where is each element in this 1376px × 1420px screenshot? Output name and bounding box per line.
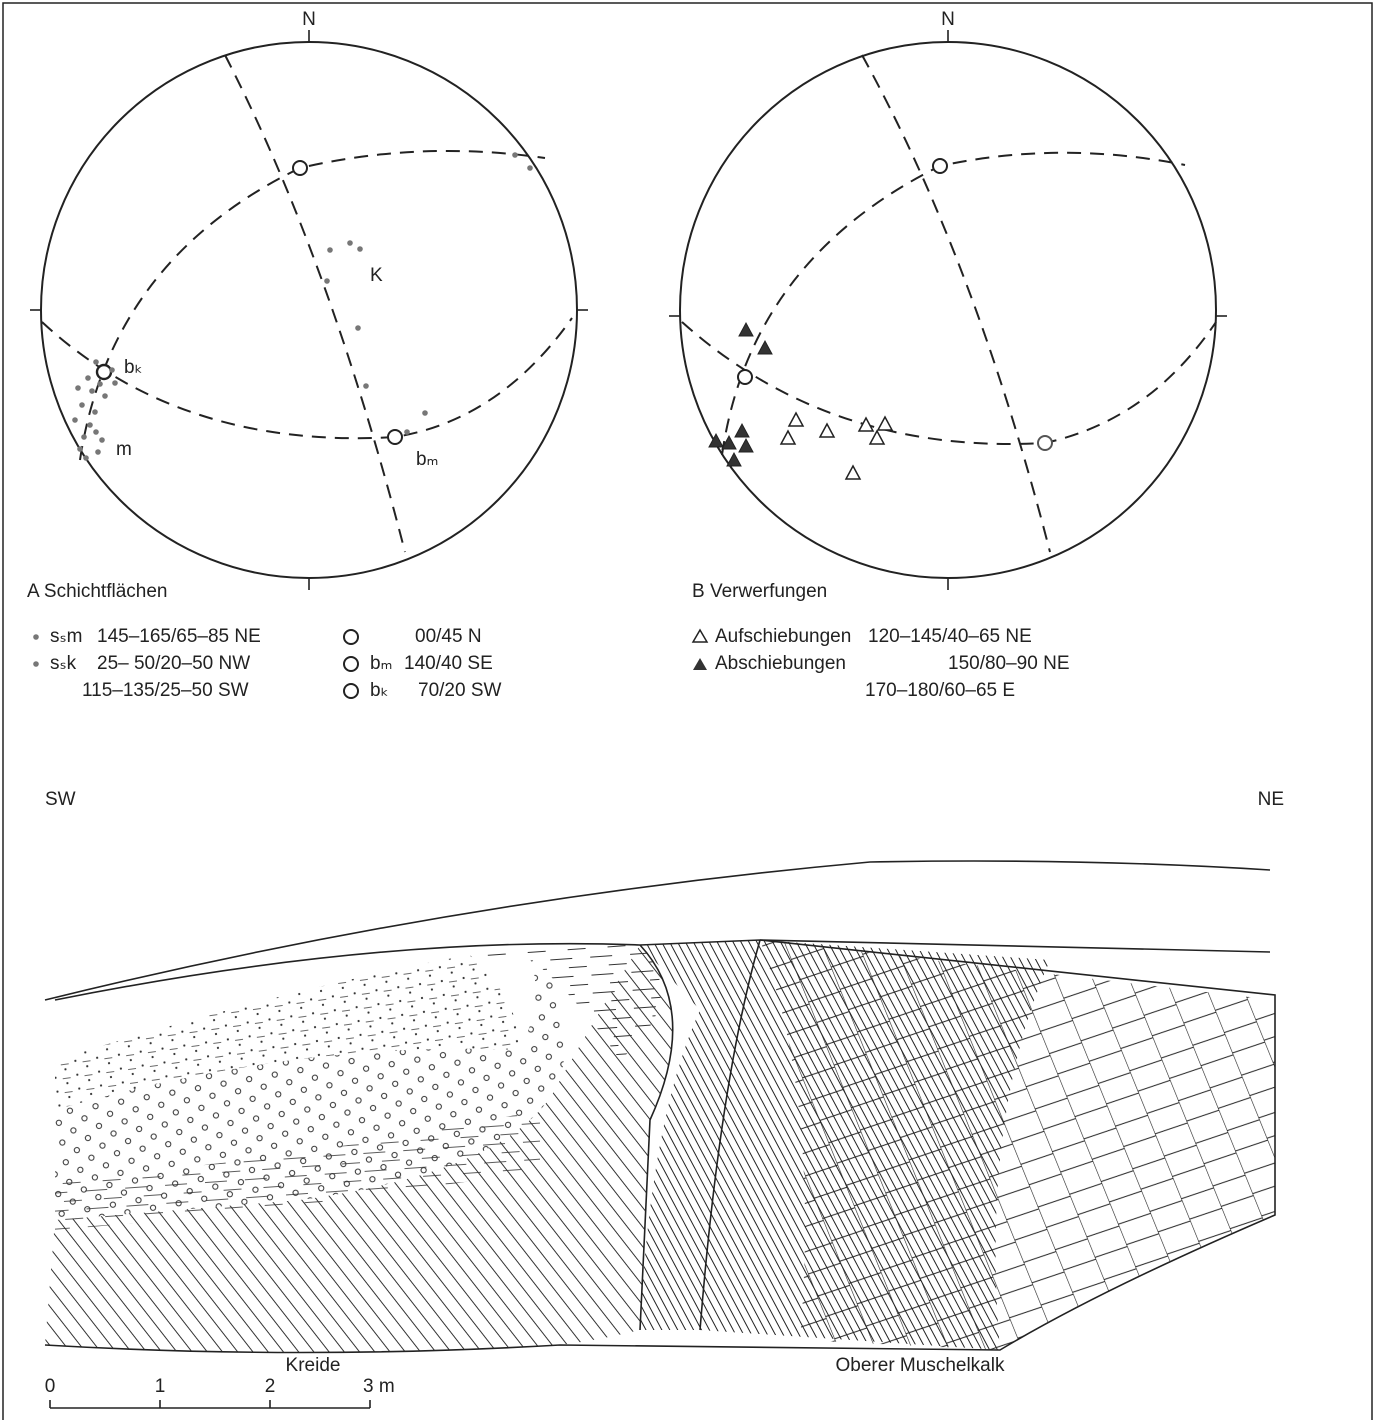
point — [95, 449, 101, 455]
label: K — [370, 265, 383, 286]
pole — [388, 430, 402, 444]
legend-symbol: Aufschiebungen — [715, 626, 851, 647]
open-triangle — [878, 417, 892, 430]
legend-symbol: bₘ — [370, 653, 392, 674]
open-triangle — [820, 424, 834, 437]
point — [93, 359, 99, 365]
cross-section: SW NE Kreide Oberer Muschelkalk 0 1 2 3 … — [45, 789, 1284, 1408]
direction-label: NE — [1258, 789, 1284, 810]
legend-text: 145–165/65–85 NE — [97, 626, 261, 647]
point — [89, 388, 95, 394]
net-circle — [41, 42, 577, 578]
scale-label: 2 — [265, 1376, 276, 1397]
label: bₖ — [124, 357, 143, 378]
point — [109, 367, 115, 373]
scale-label: 0 — [45, 1376, 56, 1397]
point — [357, 246, 363, 252]
label: bₘ — [416, 449, 438, 470]
great-circle — [225, 55, 405, 552]
points — [72, 152, 533, 461]
legend-circle — [344, 657, 358, 671]
filled-triangle — [739, 323, 753, 336]
point — [324, 278, 330, 284]
point — [363, 383, 369, 389]
legend-dot — [33, 634, 39, 640]
legend-text: 120–145/40–65 NE — [868, 626, 1032, 647]
point — [99, 437, 105, 443]
legend-triangle — [693, 658, 707, 670]
stereonet-a: N K bₖ m bₘ — [30, 9, 588, 590]
point — [97, 381, 103, 387]
point — [355, 325, 361, 331]
figure: N K bₖ m bₘ A Schichtflächen sₛm 145–165… — [0, 0, 1376, 1420]
legend-text: 115–135/25–50 SW — [82, 680, 249, 701]
point — [527, 165, 533, 171]
point — [112, 380, 118, 386]
open-triangle — [789, 413, 803, 426]
great-circle — [80, 151, 545, 460]
direction-label: SW — [45, 789, 76, 810]
limestone-beds — [760, 940, 1275, 1350]
scale-label: 1 — [155, 1376, 166, 1397]
pole — [97, 365, 111, 379]
legend-text: 00/45 N — [415, 626, 482, 647]
pole — [1038, 436, 1052, 450]
filled-triangle — [758, 341, 772, 354]
legend-text: 25– 50/20–50 NW — [97, 653, 250, 674]
point — [92, 409, 98, 415]
unit-label: Kreide — [286, 1355, 341, 1376]
legend-symbol: Abschiebungen — [715, 653, 846, 674]
stereonet-b: N — [669, 9, 1227, 590]
caption: A Schichtflächen — [27, 581, 167, 602]
point — [83, 455, 89, 461]
point — [75, 385, 81, 391]
legend-symbol: bₖ — [370, 680, 389, 701]
legend-symbol: sₛm — [50, 626, 82, 647]
filled-triangle — [727, 453, 741, 466]
point — [512, 152, 518, 158]
point — [81, 434, 87, 440]
point — [327, 247, 333, 253]
pole — [738, 370, 752, 384]
point — [404, 429, 410, 435]
north-label: N — [302, 9, 316, 30]
legend-symbol: sₛk — [50, 653, 77, 674]
great-circle — [682, 322, 1216, 444]
caption: B Verwerfungen — [692, 581, 827, 602]
point — [77, 446, 83, 452]
open-triangle — [846, 466, 860, 479]
unit-label: Oberer Muschelkalk — [836, 1355, 1005, 1376]
label: m — [116, 439, 132, 460]
legend-text: 70/20 SW — [418, 680, 501, 701]
point — [87, 422, 93, 428]
open-triangle — [870, 431, 884, 444]
great-circle — [722, 153, 1185, 455]
net-circle — [680, 42, 1216, 578]
legend-text: 140/40 SE — [404, 653, 493, 674]
pole — [933, 159, 947, 173]
point — [72, 417, 78, 423]
open-triangle — [781, 431, 795, 444]
legend-dot — [33, 661, 39, 667]
point — [85, 375, 91, 381]
scale-label: 3 m — [363, 1376, 395, 1397]
great-circle — [42, 318, 572, 438]
point — [79, 402, 85, 408]
legend-circle — [344, 630, 358, 644]
legend-triangle — [693, 630, 707, 642]
legend-text: 150/80–90 NE — [948, 653, 1070, 674]
point — [347, 240, 353, 246]
point — [102, 393, 108, 399]
pole — [293, 161, 307, 175]
great-circle — [862, 55, 1050, 552]
legend-text: 170–180/60–65 E — [865, 680, 1015, 701]
north-label: N — [941, 9, 955, 30]
point — [93, 429, 99, 435]
filled-triangle — [735, 424, 749, 437]
open-triangle — [859, 418, 873, 431]
legend-circle — [344, 684, 358, 698]
filled-triangle — [739, 439, 753, 452]
point — [422, 410, 428, 416]
